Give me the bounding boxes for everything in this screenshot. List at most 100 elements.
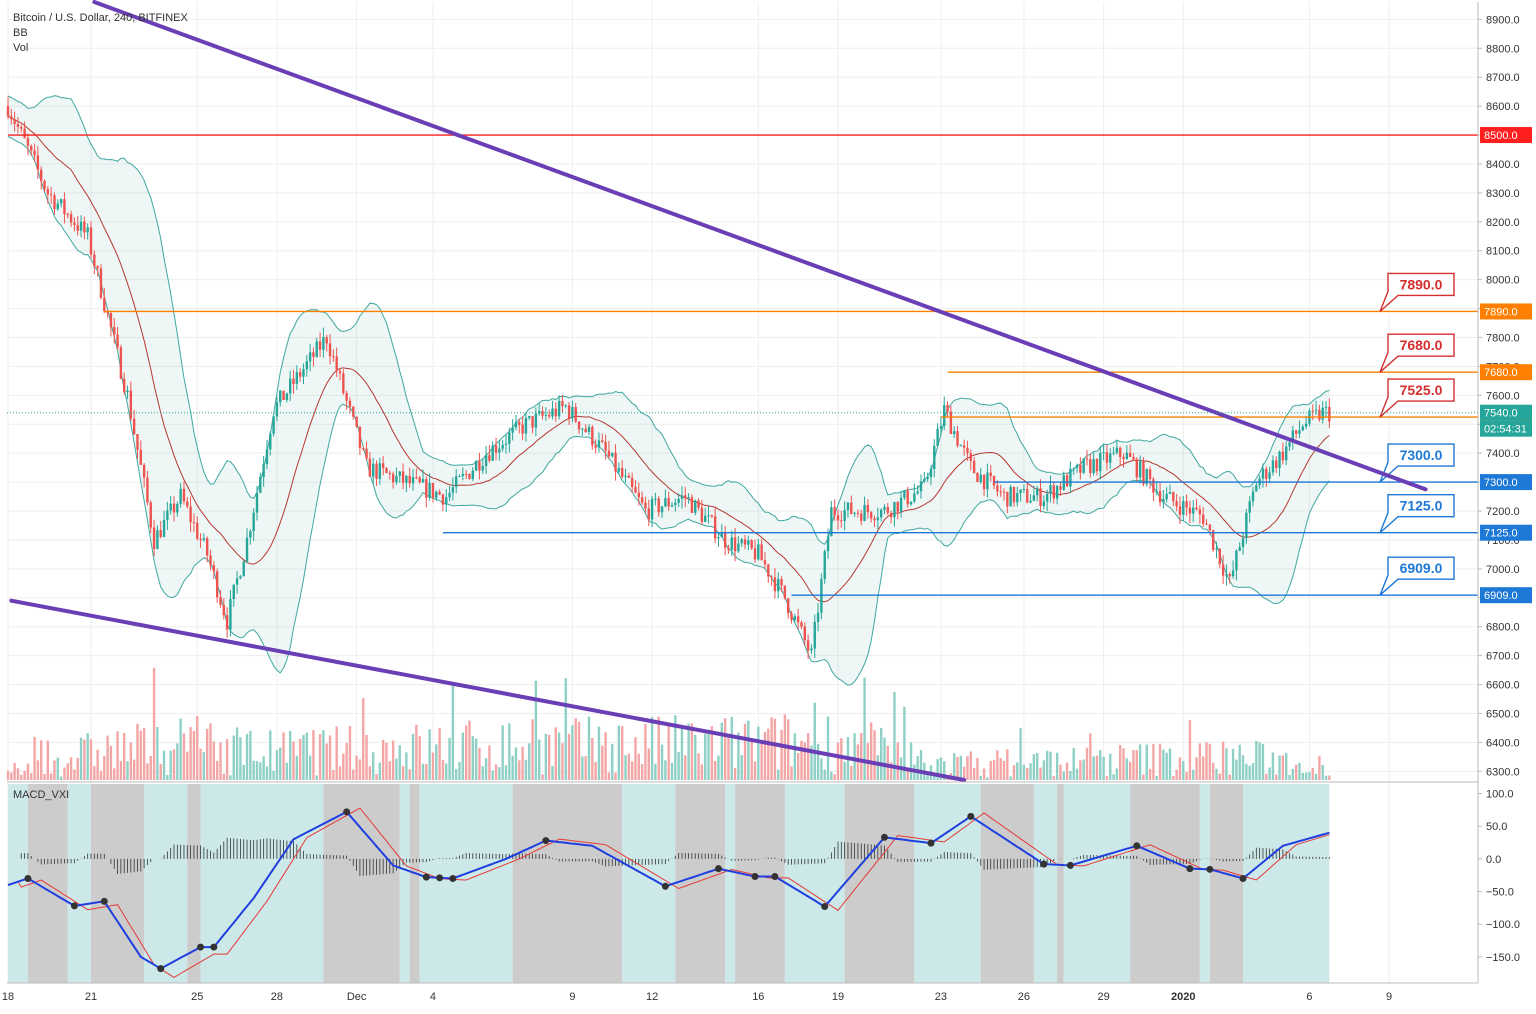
symbol-title[interactable]: Bitcoin / U.S. Dollar, 240, BITFINEX (13, 12, 188, 24)
candle-body (704, 515, 707, 522)
macd-indicator-label[interactable]: MACD_VXI (13, 789, 70, 801)
candle (189, 496, 192, 533)
candle (989, 465, 992, 482)
volume-bar (448, 737, 451, 780)
candle-body (245, 537, 249, 562)
candle (26, 133, 30, 156)
candle-body (1291, 430, 1295, 443)
volume-bar (856, 744, 860, 780)
candle (1092, 452, 1095, 476)
candle (318, 332, 322, 357)
volume-bar (1275, 774, 1278, 780)
candle-body (33, 150, 36, 156)
candle-body (813, 621, 816, 649)
volume-bar (272, 770, 275, 780)
candle-body (1255, 485, 1258, 492)
candle-body (189, 506, 192, 523)
volume-bar (624, 755, 627, 780)
volume-bar (889, 762, 893, 780)
candle (860, 509, 863, 526)
macd-cross-dot (714, 865, 722, 873)
macd-region (1209, 784, 1244, 983)
candle (704, 508, 707, 523)
candle (1152, 476, 1155, 502)
candle-body (99, 268, 103, 298)
candle-body (461, 473, 465, 476)
candle (395, 467, 398, 485)
candle (249, 529, 252, 545)
candle (172, 496, 176, 522)
indicator-vol-label[interactable]: Vol (13, 42, 29, 54)
candle-body (936, 428, 939, 446)
macd-cross-dot (100, 897, 108, 905)
candle (358, 426, 362, 456)
candle (411, 469, 415, 491)
price-tick-label: 8100.0 (1486, 246, 1520, 258)
candle-body (1165, 493, 1168, 500)
volume-bar (780, 729, 783, 780)
candle (242, 560, 245, 577)
volume-bar (43, 774, 46, 780)
price-tick-label: 6400.0 (1486, 737, 1520, 749)
macd-region (675, 784, 726, 983)
volume-bar (16, 768, 20, 780)
volume-bar (1026, 767, 1029, 780)
volume-bar (926, 772, 929, 780)
candle-body (206, 538, 209, 556)
candle (279, 390, 282, 407)
candle (577, 421, 581, 435)
candle-body (455, 476, 458, 488)
candle-body (1042, 501, 1046, 506)
volume-bar (86, 733, 89, 780)
candle-body (215, 571, 219, 598)
volume-bar (262, 756, 265, 780)
price-badge-label: 7125.0 (1484, 528, 1518, 540)
indicator-bb-label[interactable]: BB (13, 27, 28, 39)
time-tick-label: 9 (1386, 991, 1392, 1003)
macd-panel (7, 784, 1330, 983)
candle (753, 539, 757, 563)
macd-cross-dot (1186, 865, 1194, 873)
volume-bar (767, 728, 770, 780)
candle (976, 472, 979, 483)
volume-bar (305, 732, 308, 780)
candle (634, 480, 637, 494)
volume-bar (438, 728, 441, 780)
price-badge-label: 7540.0 (1484, 408, 1518, 420)
candle (856, 509, 860, 518)
macd-region (735, 784, 785, 983)
candle-body (342, 373, 345, 394)
candle (949, 405, 953, 435)
volume-bar (1281, 755, 1285, 780)
price-badge-label: 8500.0 (1484, 130, 1518, 142)
volume-bar (1029, 763, 1032, 780)
candle (713, 506, 717, 544)
candle (1099, 446, 1102, 480)
macd-tick-label: 100.0 (1486, 789, 1514, 801)
candle (272, 415, 275, 437)
volume-bar (398, 745, 401, 780)
volume-bar (518, 760, 521, 780)
volume-bar (547, 734, 551, 780)
candle (415, 468, 418, 480)
candle-body (1178, 506, 1182, 515)
volume-bar (478, 748, 481, 780)
volume-bar (720, 722, 723, 780)
price-badge-bg (1480, 474, 1532, 491)
candle-body (358, 426, 362, 449)
candle (308, 343, 312, 372)
candle (1228, 572, 1231, 584)
candle-body (1112, 452, 1115, 454)
candle (348, 397, 352, 414)
volume-bar (441, 759, 445, 780)
candle (1145, 468, 1148, 487)
volume-bar (787, 719, 790, 780)
candle-body (411, 477, 415, 484)
candle-body (803, 626, 806, 641)
candle (179, 483, 182, 508)
volume-bar (1089, 733, 1092, 780)
candle (544, 407, 548, 422)
candle (534, 407, 538, 437)
